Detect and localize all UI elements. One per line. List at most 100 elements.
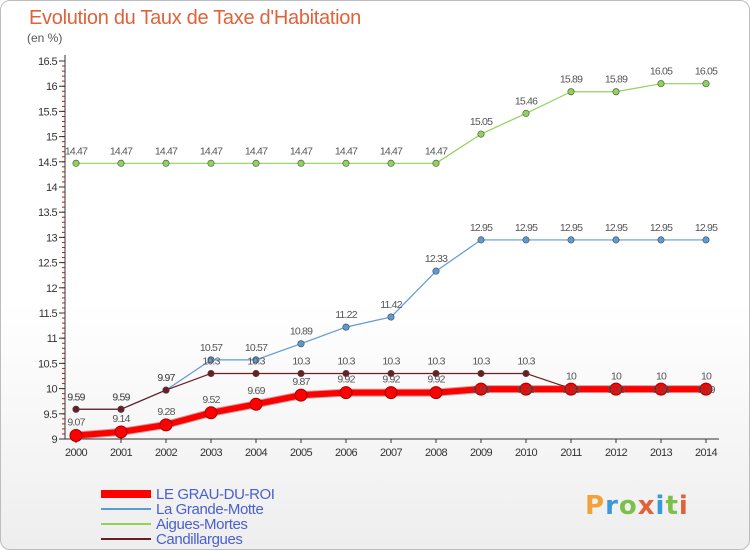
data-label: 11.22: [335, 309, 357, 321]
data-label: 9.92: [382, 374, 400, 386]
data-label: 9.99: [607, 384, 625, 396]
data-point: [702, 80, 710, 88]
x-tick-label: 2004: [245, 447, 268, 459]
legend-label: Aigues-Mortes: [156, 516, 248, 533]
data-label: 10: [611, 371, 622, 383]
data-point: [252, 369, 260, 377]
logo-letter: t: [665, 491, 679, 521]
data-point: [339, 386, 353, 400]
data-point: [72, 405, 80, 413]
data-label: 14.47: [200, 145, 223, 157]
data-point: [612, 88, 620, 96]
data-label: 9.92: [337, 374, 355, 386]
axes: 9 9.5 10 10.5 11 11.5 12 12.5 13 13.5 14 14.5 15 15.5…: [38, 55, 719, 459]
data-point: [162, 159, 170, 167]
data-label: 10.3: [427, 355, 445, 367]
logo-letter: x: [637, 491, 656, 521]
data-point: [477, 130, 485, 138]
data-label: 9.14: [112, 413, 130, 425]
y-tick-label: 10.5: [38, 358, 57, 370]
y-tick-label: 15.5: [38, 106, 57, 118]
data-point: [519, 382, 533, 396]
y-tick-label: 16: [46, 81, 58, 93]
data-label: 9.99: [562, 384, 580, 396]
data-point: [207, 369, 215, 377]
data-label: 9.69: [247, 385, 265, 397]
data-point: [477, 369, 485, 377]
data-label: 10: [566, 371, 577, 383]
data-label: 11.42: [380, 299, 402, 311]
data-point: [567, 236, 575, 244]
data-label: 9.59: [67, 391, 85, 403]
data-point: [432, 369, 440, 377]
data-point: [432, 159, 440, 167]
x-tick-label: 2001: [110, 447, 133, 459]
data-point: [522, 369, 530, 377]
data-label: 9.07: [67, 416, 85, 428]
series-0: [69, 382, 713, 442]
x-tick-label: 2003: [200, 447, 223, 459]
data-point: [252, 159, 260, 167]
x-tick-label: 2013: [650, 447, 673, 459]
data-point: [342, 323, 350, 331]
y-tick-label: 11: [47, 333, 58, 345]
logo-letter: o: [618, 491, 638, 521]
x-tick-label: 2011: [560, 447, 582, 459]
data-point: [207, 356, 215, 364]
x-tick-label: 2006: [335, 447, 358, 459]
x-tick-label: 2007: [380, 447, 403, 459]
data-point: [384, 386, 398, 400]
data-label: 10.3: [202, 355, 220, 367]
logo-letter: P: [585, 491, 606, 521]
y-tick-label: 14.5: [38, 157, 57, 169]
data-point: [609, 382, 623, 396]
data-point: [72, 159, 80, 167]
series-2: [72, 80, 710, 167]
data-point: [564, 382, 578, 396]
data-label: 9.59: [112, 391, 130, 403]
x-tick-label: 2005: [290, 447, 313, 459]
data-point: [114, 425, 128, 439]
data-point: [387, 313, 395, 321]
chart-title: Evolution du Taux de Taxe d'Habitation: [29, 7, 361, 29]
data-point: [294, 388, 308, 402]
data-point: [387, 369, 395, 377]
data-point: [297, 159, 305, 167]
data-label: 9.97: [157, 372, 175, 384]
data-label: 9.52: [202, 394, 220, 406]
data-point: [204, 406, 218, 420]
data-label: 12.95: [515, 222, 538, 234]
data-label: 12.95: [560, 222, 583, 234]
logo-letter: i: [678, 491, 689, 521]
data-label: 9.99: [652, 384, 670, 396]
data-point: [522, 109, 530, 117]
logo-letter: r: [605, 491, 619, 521]
data-label: 15.46: [515, 95, 538, 107]
data-label: 10.89: [290, 326, 313, 338]
data-label: 9.97: [157, 372, 175, 384]
y-tick-label: 12.5: [38, 258, 57, 270]
data-label: 9.92: [427, 374, 445, 386]
data-point: [699, 382, 713, 396]
proxiti-logo: Proxiti: [585, 491, 689, 521]
data-labels: 9.07 9.14 9.28 9.52 9.69 9.87 9.92 9.92 9.92 9.99…: [65, 66, 719, 429]
data-point: [117, 405, 125, 413]
unit-label: (en %): [27, 31, 63, 45]
data-label: 9.99: [472, 384, 490, 396]
data-point: [387, 159, 395, 167]
data-point: [702, 236, 710, 244]
data-point: [429, 386, 443, 400]
x-tick-label: 2012: [605, 447, 628, 459]
data-label: 12.95: [650, 222, 673, 234]
data-point: [612, 236, 620, 244]
data-point: [207, 159, 215, 167]
data-point: [159, 418, 173, 432]
data-point: [657, 236, 665, 244]
data-label: 10: [701, 371, 712, 383]
data-label: 12.95: [695, 222, 718, 234]
data-label: 14.47: [155, 145, 178, 157]
data-label: 10.57: [245, 342, 268, 354]
data-label: 12.95: [470, 222, 493, 234]
data-label: 10.3: [517, 355, 535, 367]
